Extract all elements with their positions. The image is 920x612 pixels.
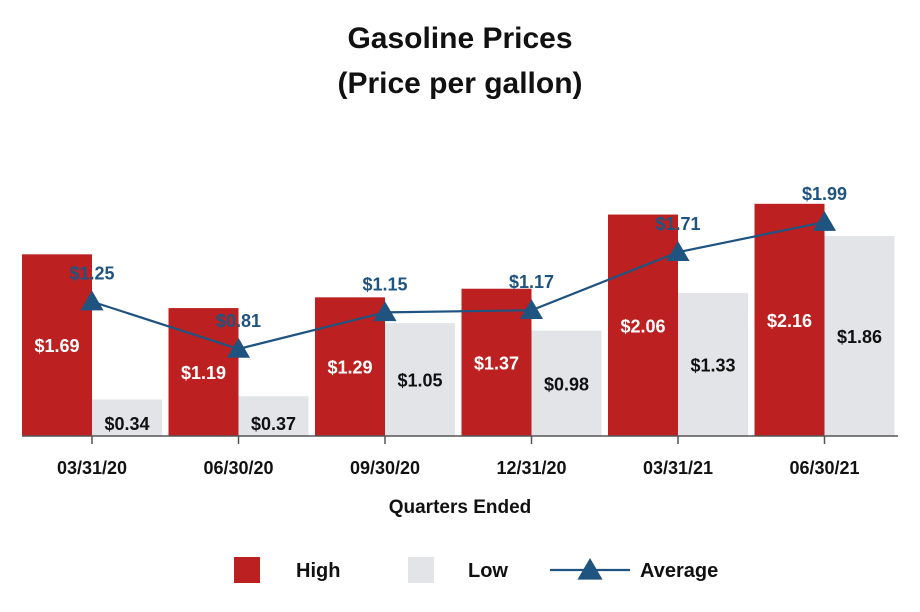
low-value-label: $0.37 [251,414,296,434]
low-bar [385,323,455,436]
high-value-label: $1.69 [34,336,79,356]
chart-subtitle: (Price per gallon) [337,67,582,100]
legend: High Low Average [234,557,718,583]
low-value-label: $1.33 [690,356,735,376]
average-value-label: $1.71 [655,214,700,234]
low-bar [531,330,602,436]
high-bar [754,203,825,436]
low-bar [678,293,748,436]
low-bar [824,236,895,436]
x-tick-label: 03/31/21 [643,458,713,478]
x-tick-label: 12/31/20 [496,458,566,478]
x-axis-label: Quarters Ended [389,497,532,518]
average-value-label: $0.81 [216,311,261,331]
average-value-label: $1.25 [69,264,114,284]
low-bar [238,396,309,436]
x-tick-label: 09/30/20 [350,458,420,478]
low-value-label: $1.86 [837,327,882,347]
low-bar [92,399,162,436]
average-marker [226,337,251,358]
average-marker [812,211,837,231]
legend-label-average: Average [640,560,718,582]
average-value-label: $1.15 [362,274,407,294]
high-value-label: $1.19 [181,363,226,383]
chart-title: Gasoline Prices [347,22,572,55]
high-value-label: $2.16 [767,311,812,331]
average-marker [373,301,397,322]
legend-swatch-low [408,557,434,583]
average-line [91,220,825,351]
bars-layer: $1.69 $0.34 $1.19 $0.37 $1.29 $1.05 $1.37 $0.98… [22,203,895,436]
average-marker [519,299,544,320]
x-tick-label: 06/30/20 [203,458,273,478]
high-bar [608,214,678,436]
average-line-layer: $1.25 $0.81 $1.15 $1.17 $1.71 $1.99 [69,184,847,358]
high-value-label: $1.29 [327,358,372,378]
low-value-label: $0.34 [104,414,149,434]
high-value-label: $2.06 [620,316,665,336]
x-tick-label: 03/31/20 [57,458,127,478]
high-bar [461,288,532,436]
x-tick-label: 06/30/21 [789,458,859,478]
high-bar [22,254,92,436]
legend-label-high: High [296,560,340,582]
legend-swatch-high [234,557,260,583]
high-value-label: $1.37 [474,353,519,373]
low-value-label: $0.98 [544,374,589,394]
legend-swatch-average-marker [577,558,603,580]
ticks-layer: 03/31/20 06/30/20 09/30/20 12/31/20 03/31/21… [57,436,860,478]
average-value-label: $1.17 [509,272,554,292]
average-value-label: $1.99 [802,184,847,204]
legend-label-low: Low [468,560,508,582]
average-marker [666,241,690,261]
low-value-label: $1.05 [397,371,442,391]
average-marker [80,290,104,311]
